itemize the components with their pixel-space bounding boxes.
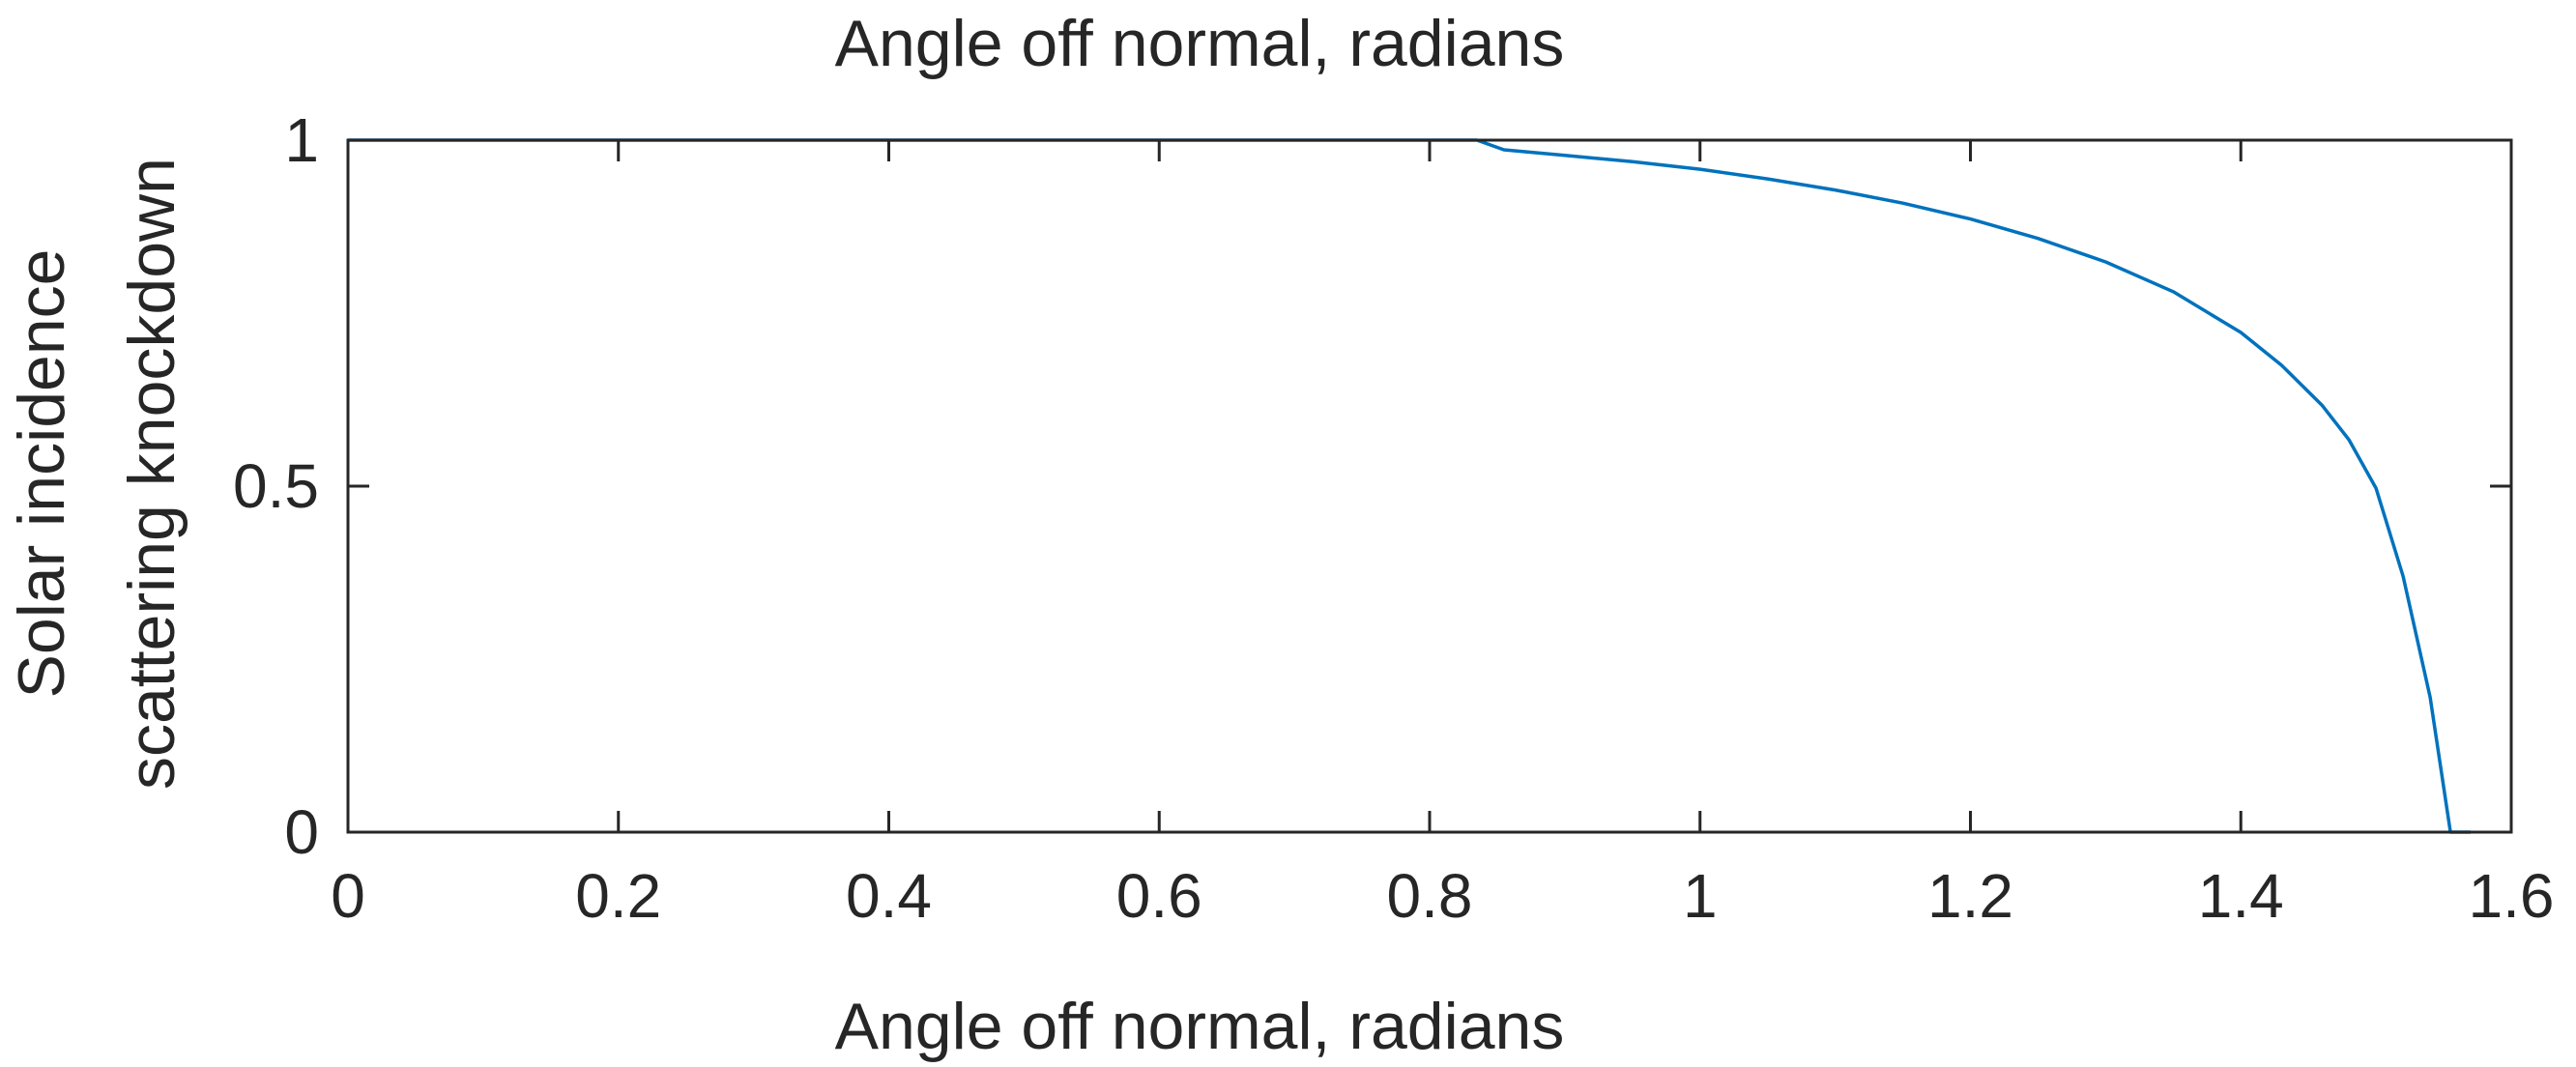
y-tick-label: 0.5 bbox=[233, 451, 319, 521]
y-tick-label: 1 bbox=[284, 105, 319, 175]
axes-box bbox=[346, 138, 2513, 834]
plot-area: 0 0.2 0.4 0.6 0.8 1 1.2 1.4 1.6 0 0.5 1 bbox=[233, 105, 2554, 931]
x-tick-label: 1 bbox=[1683, 861, 1718, 931]
series-line-0 bbox=[348, 138, 2471, 834]
x-tick-label: 1.4 bbox=[2198, 861, 2284, 931]
y-axis-label: Solar incidence scattering knockdown bbox=[5, 158, 188, 790]
x-tick-label: 0.8 bbox=[1387, 861, 1473, 931]
x-tick-label: 1.2 bbox=[1927, 861, 2013, 931]
x-tick-label: 1.6 bbox=[2469, 861, 2555, 931]
x-tick-label: 0.2 bbox=[575, 861, 661, 931]
x-tick-label: 0.4 bbox=[846, 861, 932, 931]
x-tick-label: 0 bbox=[331, 861, 365, 931]
y-axis-label-line-1: Solar incidence bbox=[5, 249, 78, 699]
chart-title: Angle off normal, radians bbox=[835, 7, 1565, 80]
x-axis-label: Angle off normal, radians bbox=[835, 990, 1565, 1062]
y-axis-label-line-2: scattering knockdown bbox=[115, 158, 188, 790]
x-tick-label: 0.6 bbox=[1116, 861, 1202, 931]
y-tick-label: 0 bbox=[284, 797, 319, 867]
